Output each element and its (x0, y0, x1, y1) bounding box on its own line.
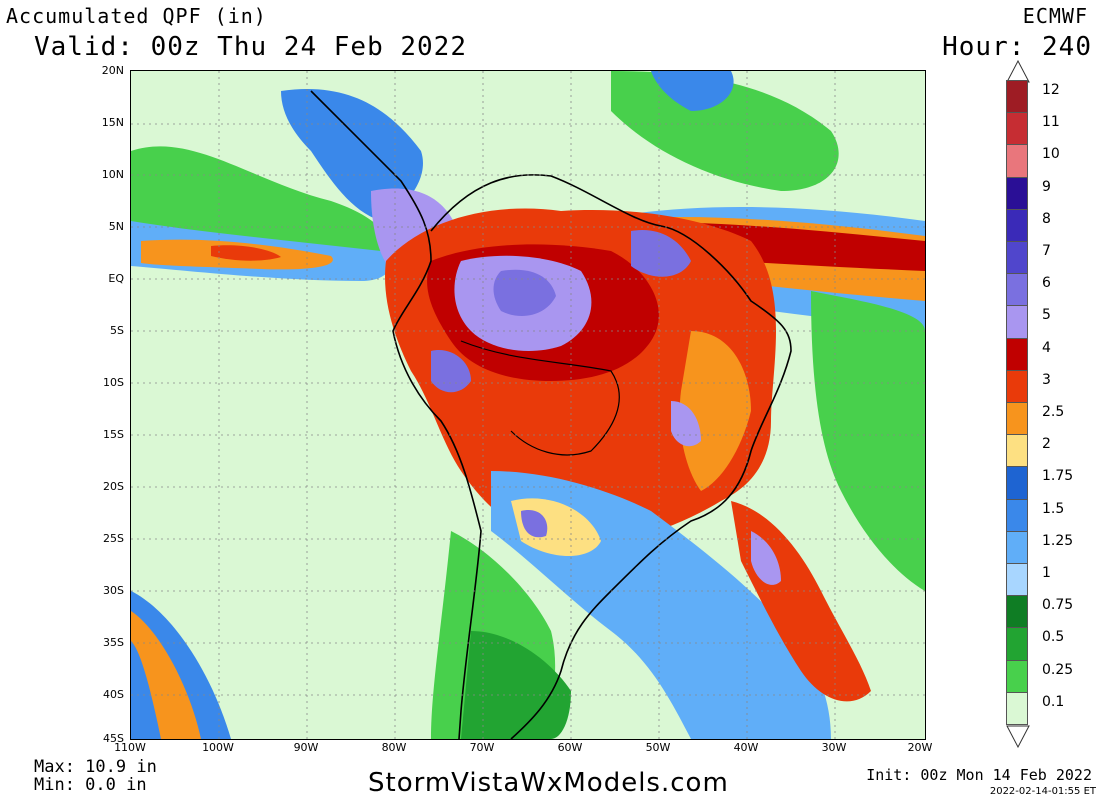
lon-label-50w: 50W (645, 741, 671, 754)
legend-swatch (1006, 691, 1028, 725)
caribbean-blue-patch (651, 71, 734, 111)
legend-swatch (1006, 402, 1028, 436)
graticule (131, 71, 925, 739)
atlantic-coastline (430, 174, 792, 739)
issue-stamp: 2022-02-14-01:55 ET (989, 786, 1096, 797)
precip-map (130, 70, 926, 740)
legend-label: 11 (1042, 114, 1060, 131)
legend-label: 1.25 (1042, 532, 1074, 549)
legend-label: 0.75 (1042, 597, 1074, 614)
legend-swatch (1006, 112, 1028, 146)
legend-label: 4 (1042, 339, 1051, 356)
legend-swatch (1006, 563, 1028, 597)
lat-label-40s: 40S (103, 688, 124, 701)
lon-label-70w: 70W (469, 741, 495, 754)
legend-swatch (1006, 595, 1028, 629)
init-time: Init: 00z Mon 14 Feb 2022 (866, 766, 1092, 784)
legend-label: 3 (1042, 371, 1051, 388)
paraguay-violet (521, 510, 548, 538)
legend-label: 1 (1042, 565, 1051, 581)
lat-label-35s: 35S (103, 636, 124, 649)
legend-label: 6 (1042, 275, 1051, 292)
lon-label-100w: 100W (202, 741, 234, 754)
model-name: ECMWF (1022, 4, 1088, 28)
max-value: Max: 10.9 in (34, 757, 157, 777)
lat-label-30s: 30S (103, 584, 124, 597)
valid-time: Valid: 00z Thu 24 Feb 2022 (34, 32, 467, 62)
legend-swatch (1006, 530, 1028, 564)
legend-label: 12 (1042, 82, 1060, 98)
legend-swatch (1006, 659, 1028, 693)
precip-field (131, 71, 925, 739)
legend-label: 5 (1042, 307, 1051, 324)
lon-label-110w: 110W (114, 741, 146, 754)
pacific-dry-zone (131, 271, 441, 721)
atlantic-green-patch (611, 71, 839, 191)
legend-swatch (1006, 176, 1028, 210)
legend-swatch (1006, 369, 1028, 403)
lat-label-10s: 10S (103, 376, 124, 389)
legend-label: 0.25 (1042, 661, 1074, 678)
lon-label-40w: 40W (733, 741, 759, 754)
legend-label: 1.5 (1042, 500, 1065, 517)
legend-label: 0.1 (1042, 693, 1065, 710)
site-watermark: StormVistaWxModels.com (368, 768, 729, 798)
legend-swatch (1006, 273, 1028, 307)
east-atlantic-green (811, 291, 925, 591)
legend-label: 1.75 (1042, 468, 1074, 485)
lat-label-eq: EQ (108, 272, 124, 285)
peru-violet (431, 350, 471, 393)
amazon-violet-core (493, 269, 556, 316)
legend-label: 10 (1042, 146, 1060, 163)
lat-label-15n: 15N (101, 116, 124, 129)
minmax-box: Max: 10.9 in Min: 0.0 in (34, 758, 157, 794)
legend-swatch (1006, 305, 1028, 339)
legend-swatch (1006, 498, 1028, 532)
legend-swatch (1006, 80, 1028, 114)
legend-swatch (1006, 627, 1028, 661)
country-borders (460, 340, 620, 456)
brazil-orange (679, 331, 751, 491)
lat-label-5n: 5N (108, 220, 124, 233)
lat-label-45s: 45S (103, 732, 124, 745)
lon-label-30w: 30W (821, 741, 847, 754)
legend-swatch (1006, 208, 1028, 242)
legend-swatch (1006, 434, 1028, 468)
lon-label-90w: 90W (293, 741, 319, 754)
south-pacific-orange (131, 611, 201, 739)
lon-label-60w: 60W (557, 741, 583, 754)
lat-label-15s: 15S (103, 428, 124, 441)
lat-label-5s: 5S (110, 324, 124, 337)
pacific-coastline (310, 90, 482, 739)
itcz-red-core (211, 245, 281, 261)
lat-label-20n: 20N (101, 64, 124, 77)
legend-swatch (1006, 144, 1028, 178)
legend-swatch (1006, 466, 1028, 500)
forecast-hour: Hour: 240 (942, 32, 1092, 62)
legend-label: 2 (1042, 436, 1051, 453)
legend-label: 8 (1042, 210, 1051, 227)
legend-swatch (1006, 241, 1028, 275)
lat-label-25s: 25S (103, 532, 124, 545)
legend-label: 7 (1042, 243, 1051, 259)
legend-label: 2.5 (1042, 404, 1065, 420)
legend-swatch (1006, 337, 1028, 371)
patagonia-green (461, 631, 571, 739)
lat-label-10n: 10N (101, 168, 124, 181)
central-america-blue (281, 89, 423, 221)
min-value: Min: 0.0 in (34, 775, 147, 795)
legend-label: 9 (1042, 178, 1051, 195)
lon-label-80w: 80W (381, 741, 407, 754)
legend-bottom-arrow-icon (1006, 725, 1030, 748)
lon-label-20w: 20W (907, 741, 933, 754)
legend-label: 0.5 (1042, 629, 1065, 646)
guiana-violet (631, 230, 691, 277)
map-title: Accumulated QPF (in) (6, 4, 267, 28)
lat-label-20s: 20S (103, 480, 124, 493)
south-purple-spot (751, 531, 781, 585)
